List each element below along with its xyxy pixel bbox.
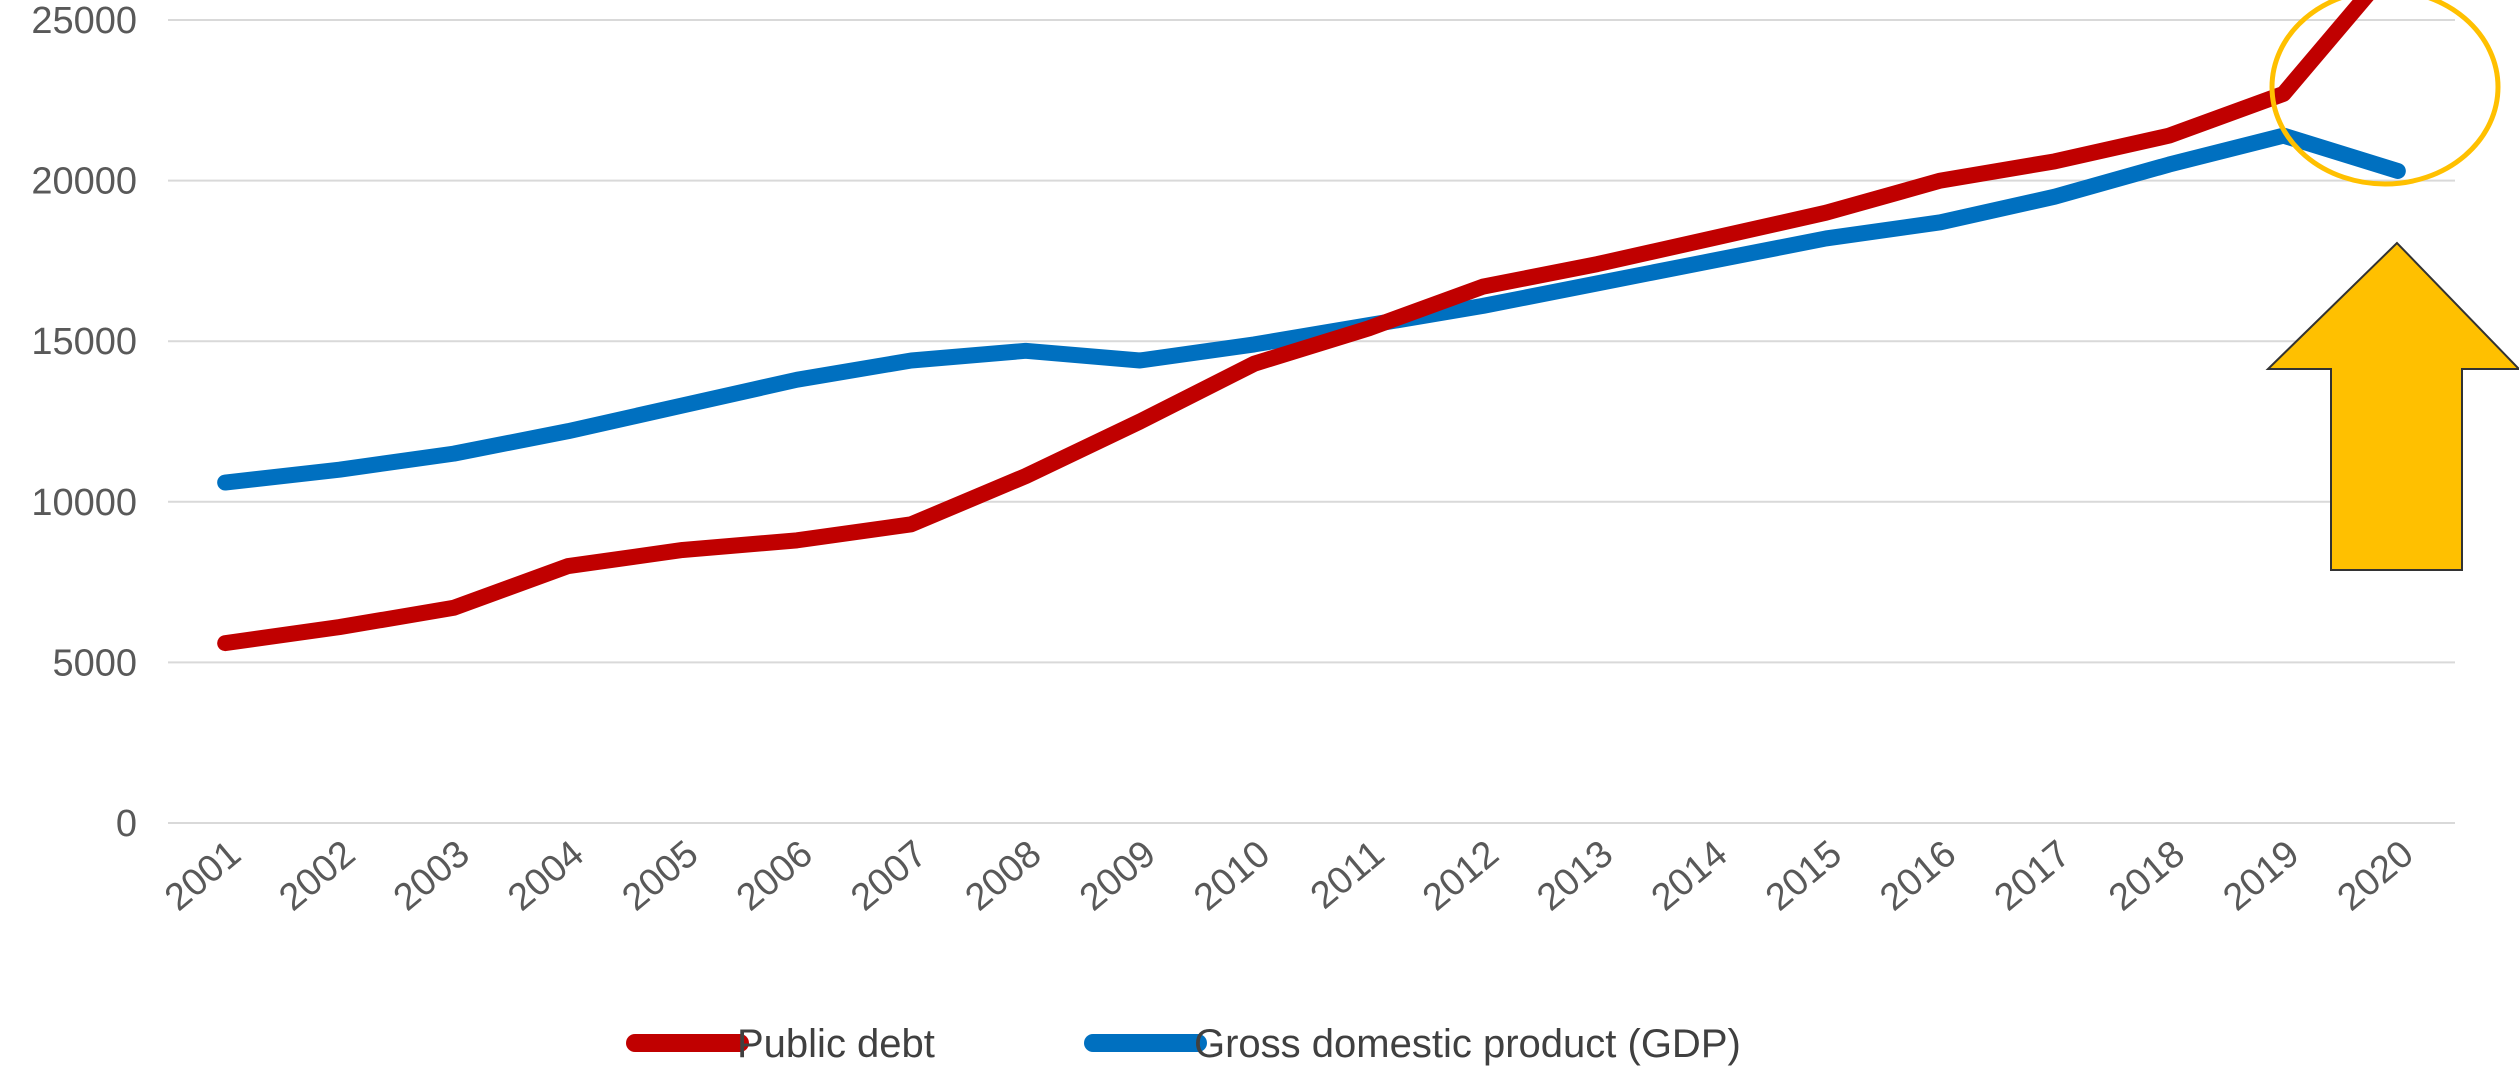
x-tick-label-2009: 2009: [1072, 833, 1164, 920]
x-tick-label-2018: 2018: [2101, 833, 2193, 920]
x-tick-label-2004: 2004: [500, 833, 592, 920]
legend-item-public-debt: Public debt: [626, 1022, 935, 1066]
up-arrow-icon: [2265, 241, 2519, 571]
highlight-circle: [2269, 0, 2501, 187]
legend-label-public-debt: Public debt: [737, 1022, 935, 1066]
series-line-gross-domestic-product-gdp: [217, 127, 2406, 491]
y-tick-label-25000: 25000: [31, 0, 137, 42]
x-tick-label-2020: 2020: [2330, 833, 2422, 920]
x-tick-label-2011: 2011: [1303, 833, 1393, 918]
x-tick-label-2005: 2005: [615, 833, 707, 920]
y-axis-tick-labels: 0 5000 10000 15000 20000 25000: [31, 0, 137, 845]
y-tick-label-15000: 15000: [31, 321, 137, 363]
x-tick-label-2008: 2008: [958, 833, 1050, 920]
x-tick-label-2014: 2014: [1644, 833, 1736, 920]
x-tick-label-2016: 2016: [1872, 833, 1964, 920]
x-tick-label-2013: 2013: [1529, 833, 1621, 920]
y-tick-label-5000: 5000: [52, 642, 137, 684]
series-lines: [217, 0, 2406, 652]
x-tick-label-2001: 2001: [157, 833, 249, 920]
x-tick-label-2019: 2019: [2215, 833, 2307, 920]
x-tick-label-2003: 2003: [386, 833, 478, 920]
series-line-public-debt: [217, 0, 2374, 652]
x-tick-label-2006: 2006: [729, 833, 821, 920]
legend-item-gdp: Gross domestic product (GDP): [1084, 1022, 1741, 1066]
y-tick-label-20000: 20000: [31, 161, 137, 203]
legend-label-gdp: Gross domestic product (GDP): [1194, 1022, 1741, 1066]
legend: Public debt Gross domestic product (GDP): [626, 1022, 1741, 1066]
x-axis-tick-labels: 2001 2002 2003 2004 2005 2006 2007 2008 2009 2010…: [157, 833, 2421, 920]
x-tick-label-2002: 2002: [272, 833, 364, 920]
gridlines: [168, 19, 2455, 824]
annotation-layer: [2265, 0, 2519, 571]
x-tick-label-2010: 2010: [1186, 833, 1278, 920]
x-tick-label-2007: 2007: [843, 833, 935, 920]
x-tick-label-2012: 2012: [1415, 833, 1507, 920]
y-tick-label-10000: 10000: [31, 482, 137, 524]
x-tick-label-2015: 2015: [1758, 833, 1850, 920]
y-tick-label-0: 0: [116, 803, 137, 845]
x-tick-label-2017: 2017: [1987, 833, 2079, 920]
